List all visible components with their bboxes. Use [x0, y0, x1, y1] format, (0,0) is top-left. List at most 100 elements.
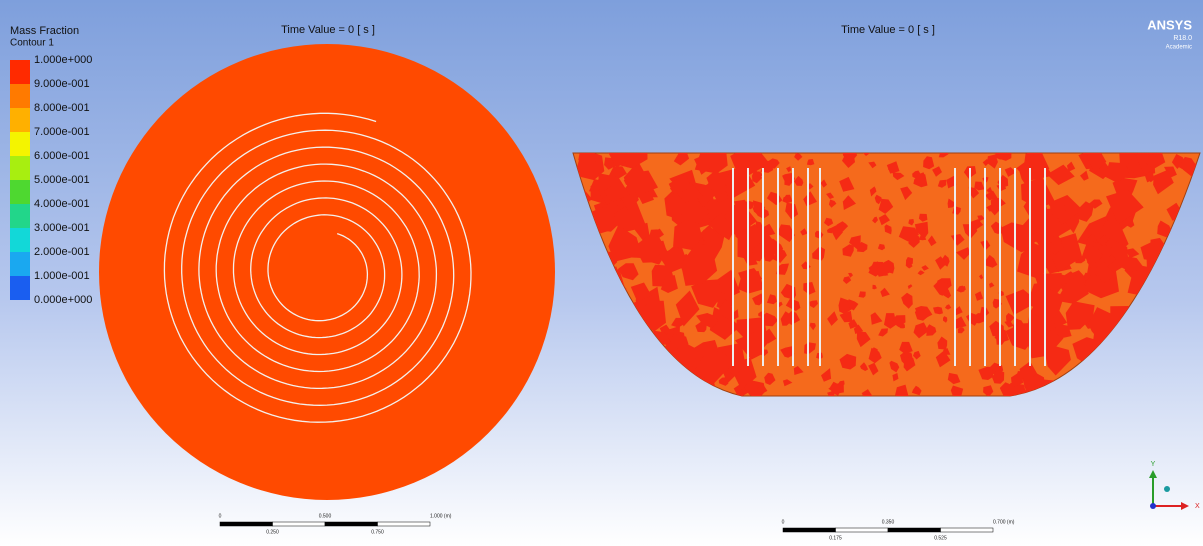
- patch: [719, 299, 735, 322]
- patch: [737, 270, 764, 294]
- patch: [842, 195, 856, 210]
- patch: [780, 346, 795, 358]
- patch: [827, 391, 835, 396]
- patch: [782, 196, 793, 204]
- patch: [860, 362, 869, 371]
- patch: [892, 373, 899, 382]
- patch: [1046, 164, 1075, 186]
- patch: [1066, 161, 1076, 172]
- patch: [888, 163, 896, 172]
- triad-y: Y: [1151, 461, 1156, 468]
- patch: [913, 174, 928, 188]
- legend-title: Mass Fraction: [10, 25, 79, 37]
- patch: [761, 328, 777, 344]
- patch: [1004, 167, 1017, 177]
- patch: [913, 322, 929, 339]
- patch: [907, 284, 913, 290]
- patch: [803, 191, 817, 207]
- patch: [826, 192, 835, 199]
- legend-label: 0.000e+000: [34, 294, 92, 306]
- patch: [668, 333, 689, 350]
- patch: [1017, 243, 1048, 280]
- patch: [946, 175, 957, 189]
- logo-license: Academic: [1166, 45, 1192, 51]
- patch: [673, 153, 690, 166]
- axis-triad: Y X: [1149, 461, 1200, 510]
- patch: [694, 351, 734, 385]
- legend-swatch: [10, 180, 30, 204]
- legend-label: 9.000e-001: [34, 78, 90, 90]
- patch: [1083, 272, 1091, 282]
- patch: [870, 347, 879, 357]
- patch: [914, 308, 928, 321]
- patch: [785, 202, 799, 220]
- patch: [914, 221, 929, 239]
- patch: [786, 166, 792, 173]
- patch: [1121, 256, 1145, 273]
- patch: [766, 294, 777, 305]
- patch: [926, 324, 937, 336]
- patch: [1036, 233, 1044, 243]
- patch: [908, 233, 920, 248]
- patch: [901, 292, 913, 309]
- scale-label: 1.000 (m): [430, 513, 452, 519]
- legend-label: 5.000e-001: [34, 174, 90, 186]
- patch: [828, 382, 844, 394]
- patch: [1153, 169, 1174, 195]
- patch: [673, 219, 703, 251]
- patch: [1056, 276, 1089, 304]
- patch: [861, 389, 876, 396]
- patch: [947, 372, 961, 385]
- patch: [691, 279, 722, 308]
- patch: [706, 170, 726, 190]
- patch: [903, 357, 916, 372]
- patch: [856, 331, 871, 348]
- patch: [767, 158, 780, 169]
- patch: [752, 169, 762, 184]
- patch: [734, 223, 765, 251]
- patch: [794, 175, 804, 186]
- scale-label: 0.500: [319, 513, 332, 519]
- legend-label: 4.000e-001: [34, 198, 90, 210]
- legend-swatch: [10, 84, 30, 108]
- patch: [1016, 153, 1053, 181]
- legend-swatch: [10, 204, 30, 228]
- patch: [937, 179, 947, 188]
- patch: [742, 251, 758, 266]
- legend-swatch: [10, 252, 30, 276]
- patch: [913, 350, 921, 360]
- patch: [660, 275, 678, 293]
- patch: [1146, 156, 1158, 169]
- patch: [908, 219, 914, 226]
- patch: [933, 306, 943, 315]
- scale-segment: [219, 521, 273, 527]
- patch: [872, 284, 877, 290]
- patch: [975, 291, 984, 301]
- patch: [895, 384, 909, 396]
- patch: [809, 322, 816, 331]
- patch: [821, 368, 832, 382]
- patch: [1171, 154, 1185, 169]
- legend-swatch: [10, 132, 30, 156]
- patch: [793, 366, 804, 375]
- patch: [618, 263, 639, 281]
- patch: [849, 235, 861, 251]
- patch: [764, 372, 776, 385]
- legend-swatch: [10, 156, 30, 180]
- coil-rods: [732, 168, 1046, 366]
- patch: [842, 153, 853, 159]
- legend-label: 1.000e+000: [34, 54, 92, 66]
- patch: [974, 181, 985, 191]
- patch: [921, 265, 929, 271]
- patch: [812, 246, 826, 261]
- patch: [626, 170, 658, 194]
- patch: [820, 179, 827, 188]
- patch: [869, 186, 877, 197]
- patch: [842, 244, 854, 257]
- patch: [675, 290, 700, 327]
- patch: [956, 285, 965, 293]
- patch: [624, 153, 648, 168]
- patch: [982, 158, 989, 167]
- patch: [1065, 301, 1095, 330]
- patch: [1019, 361, 1042, 396]
